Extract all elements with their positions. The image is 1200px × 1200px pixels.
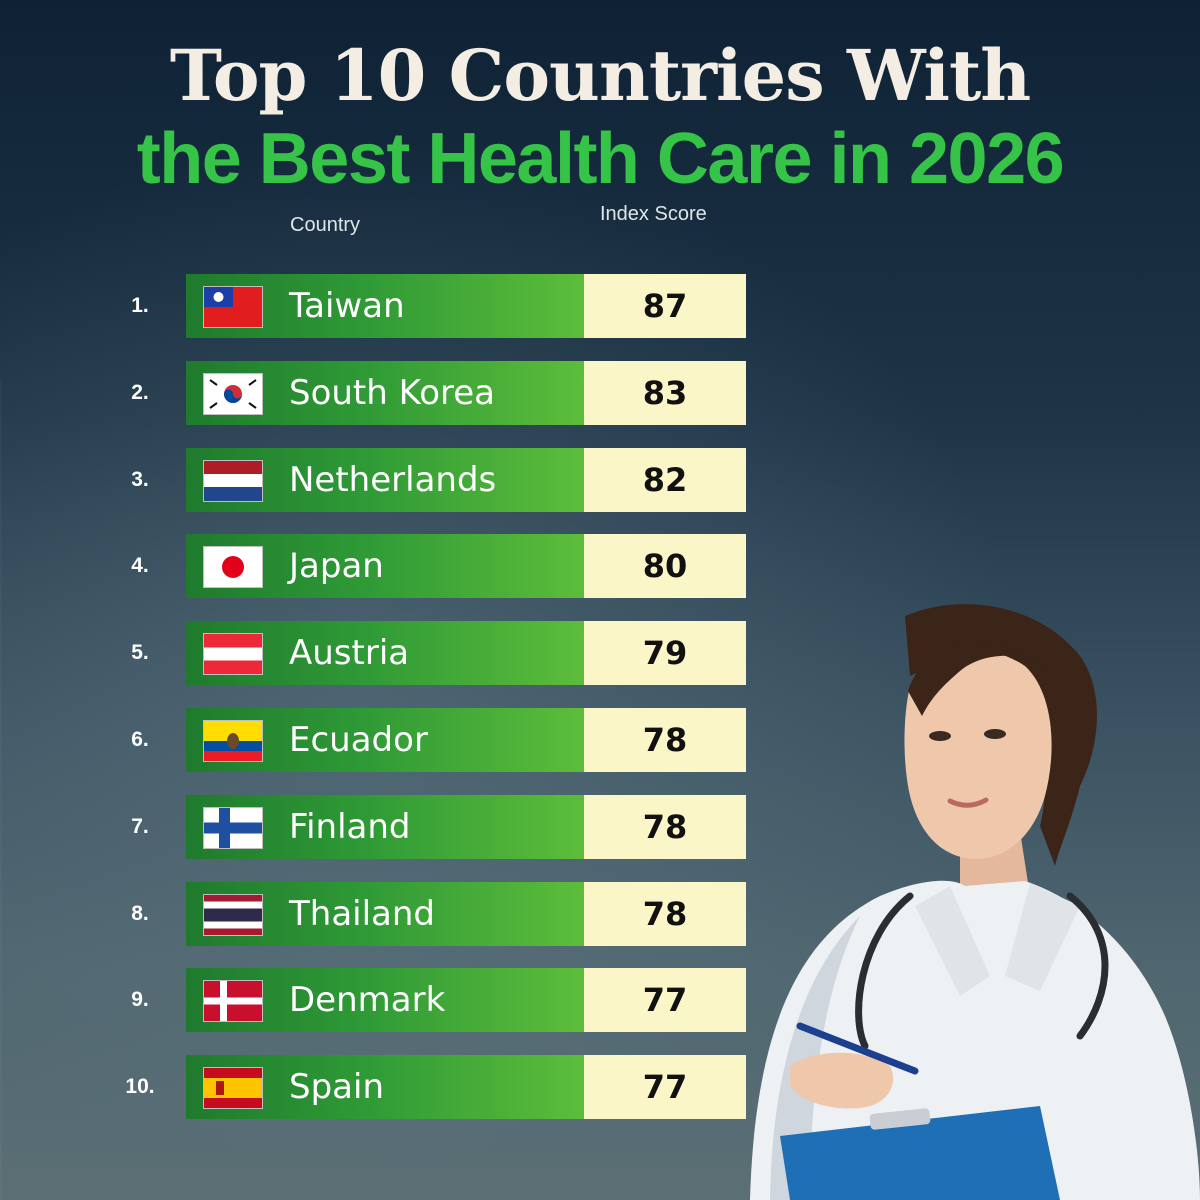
country-name: Finland [289,807,411,847]
doctor-illustration [750,604,1200,1200]
table-row: 5. Austria 79 [0,621,760,685]
column-header-index-score: Index Score [600,203,707,225]
table-row: 4. Japan 80 [0,534,760,598]
country-bar: Netherlands [186,448,584,512]
rank-label: 3. [131,468,149,491]
eye-right [984,729,1006,739]
country-bar: Taiwan [186,274,584,338]
index-score: 87 [584,274,746,338]
taiwan-flag-icon [203,286,263,328]
title-line-1: Top 10 Countries With [169,34,1031,117]
index-score: 82 [584,448,746,512]
rank-label: 9. [131,988,149,1011]
netherlands-flag-icon [203,460,263,502]
rank-label: 1. [131,294,149,317]
title-line-2: the Best Health Care in 2026 [136,119,1065,199]
south-korea-flag-icon [203,373,263,415]
rank-label: 8. [131,902,149,925]
lab-coat [750,880,1200,1200]
denmark-flag-icon [203,980,263,1022]
country-name: Spain [289,1067,384,1107]
austria-flag-icon [203,633,263,675]
face [904,649,1052,859]
country-name: Netherlands [289,460,497,500]
country-name: Ecuador [289,720,428,760]
country-name: Austria [289,633,410,673]
rank-label: 7. [131,815,149,838]
country-bar: South Korea [186,361,584,425]
coat-collar [915,883,1080,996]
pen [796,1022,919,1075]
index-score: 77 [584,968,746,1032]
hand [790,1052,894,1109]
rank-label: 10. [125,1075,155,1098]
index-score: 78 [584,882,746,946]
country-name: Japan [289,546,384,586]
index-score: 80 [584,534,746,598]
spain-flag-icon [203,1067,263,1109]
hair-front [908,642,1050,716]
table-row: 10. Spain 77 [0,1055,760,1119]
finland-flag-icon [203,807,263,849]
table-row: 2. South Korea 83 [0,361,760,425]
rank-label: 5. [131,641,149,664]
index-score: 78 [584,708,746,772]
country-bar: Japan [186,534,584,598]
table-row: 6. Ecuador 78 [0,708,760,772]
country-bar: Austria [186,621,584,685]
rank-label: 2. [131,381,149,404]
table-row: 9. Denmark 77 [0,968,760,1032]
clipboard-clip [869,1108,931,1130]
index-score: 83 [584,361,746,425]
index-score: 78 [584,795,746,859]
rank-label: 4. [131,554,149,577]
rank-label: 6. [131,728,149,751]
ecuador-flag-icon [203,720,263,762]
hair [905,604,1097,866]
table-row: 8. Thailand 78 [0,882,760,946]
column-header-country: Country [290,214,361,236]
country-bar: Ecuador [186,708,584,772]
table-row: 7. Finland 78 [0,795,760,859]
country-name: Taiwan [289,286,405,326]
table-row: 1. Taiwan 87 [0,274,760,338]
clipboard [780,1106,1060,1200]
country-name: Denmark [289,980,446,1020]
country-name: South Korea [289,373,496,413]
eye-left [929,731,951,741]
country-name: Thailand [289,894,436,934]
index-score: 77 [584,1055,746,1119]
country-bar: Spain [186,1055,584,1119]
index-score: 79 [584,621,746,685]
table-row: 3. Netherlands 82 [0,448,760,512]
country-bar: Thailand [186,882,584,946]
country-bar: Denmark [186,968,584,1032]
stethoscope [855,892,1109,1050]
mouth [947,797,989,808]
country-bar: Finland [186,795,584,859]
thailand-flag-icon [203,894,263,936]
japan-flag-icon [203,546,263,588]
